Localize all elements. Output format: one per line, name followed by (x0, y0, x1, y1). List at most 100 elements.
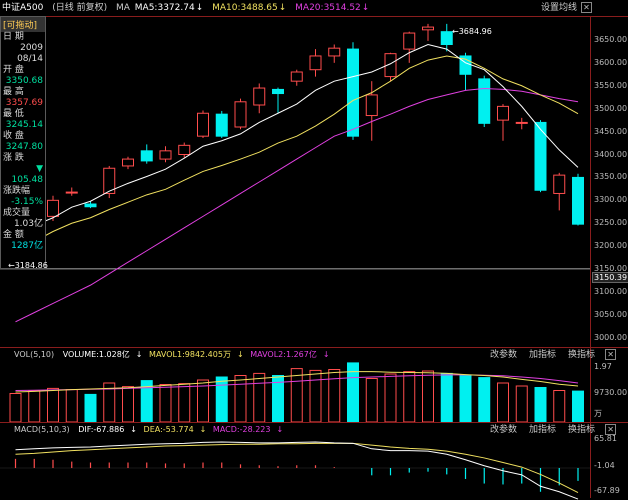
close-icon[interactable]: ✕ (605, 349, 617, 360)
candle-body (47, 199, 59, 217)
low-annotation-value: 3184.86 (14, 261, 48, 270)
ma10-value: MA10:3488.65 (212, 3, 278, 13)
high-value: 3357.69 (5, 98, 43, 108)
close-icon[interactable]: ✕ (605, 424, 617, 435)
data-window[interactable]: [可拖动] 日 期 2009 08/14 开 盘 3350.68 最 高 335… (0, 16, 46, 269)
high-annotation: ←3684.96 (452, 27, 492, 36)
add-indicator-button[interactable]: 加指标 (529, 425, 557, 435)
down-arrow-icon: ↓ (135, 350, 143, 359)
dea-value: DEA:-53.774 (143, 425, 194, 434)
candle-body (103, 167, 116, 194)
add-indicator-button[interactable]: 加指标 (529, 350, 557, 360)
candle-body (403, 32, 416, 50)
switch-indicator-button[interactable]: 换指标 (568, 425, 596, 435)
amount-value: 1287亿 (11, 241, 43, 251)
last-price-tag: 3150.39 (592, 272, 628, 283)
close-icon[interactable]: ✕ (581, 2, 593, 13)
mavol1-line (15, 371, 579, 393)
price-axis-label: 3550.00 (594, 80, 628, 90)
volume-bar (440, 372, 453, 422)
volume-bar (572, 390, 584, 422)
change-params-button[interactable]: 改参数 (490, 350, 518, 360)
macd-divider (0, 422, 628, 423)
change-params-button[interactable]: 改参数 (490, 425, 518, 435)
price-axis-line (590, 16, 591, 498)
volume-bar (365, 378, 378, 422)
macd-axis-bottom: -67.89 (594, 486, 620, 495)
volume-chart[interactable] (0, 360, 590, 422)
down-arrow-icon: ↓ (276, 425, 284, 434)
volume-axis-mid: 9730.00 (594, 388, 628, 397)
price-axis-label: 3500.00 (594, 103, 628, 113)
candle-body (272, 88, 284, 95)
macd-value: MACD:-28.223 (212, 425, 271, 434)
volume-indicator-name: VOL(5,10) (14, 350, 55, 359)
volume-bar (478, 377, 491, 422)
down-arrow-icon: ↓ (278, 3, 287, 13)
dif-value: DIF:-67.886 (78, 425, 125, 434)
volume-bar (553, 390, 566, 422)
mavol2-value: MAVOL2:1.267亿 (250, 350, 317, 359)
volume-bar (9, 393, 22, 422)
high-annotation-value: 3684.96 (458, 27, 492, 36)
candle-body (553, 174, 566, 194)
volume-bar (459, 374, 472, 422)
price-axis-label: 3050.00 (594, 309, 628, 319)
candle-body (234, 101, 247, 128)
dif-line (15, 441, 579, 500)
low-annotation: ←3184.86 (8, 261, 48, 270)
date-label: 日 期 (3, 32, 24, 42)
volume-bar (84, 393, 97, 422)
close-label: 收 盘 (3, 131, 24, 141)
volume-divider (0, 347, 628, 348)
candle-body (384, 53, 397, 78)
ma20-value: MA20:3514.52 (295, 3, 361, 13)
macd-axis-top: 65.81 (594, 434, 617, 443)
volume-axis-unit: 万 (594, 409, 602, 418)
macd-chart[interactable] (0, 436, 590, 500)
volume-bar (140, 380, 153, 422)
mavol1-value: MAVOL1:9842.405万 (149, 350, 231, 359)
ma10-line (15, 55, 579, 252)
candle-body (497, 105, 509, 121)
down-arrow-icon: ↓ (130, 425, 137, 434)
macd-indicator-name: MACD(5,10,3) (14, 425, 70, 434)
volume-bar (178, 383, 191, 422)
volume-axis-top: 1.97 (594, 362, 612, 371)
volume-bar (65, 389, 78, 422)
price-axis-label: 3300.00 (594, 195, 628, 205)
price-axis-label: 3650.00 (594, 34, 628, 44)
drag-handle[interactable]: [可拖动] (1, 17, 45, 32)
dea-line (15, 442, 579, 494)
switch-indicator-button[interactable]: 换指标 (568, 350, 596, 360)
candle-body (122, 158, 134, 167)
high-label: 最 高 (3, 87, 24, 97)
candle-body (140, 150, 153, 162)
volume-bar (422, 370, 434, 422)
price-axis-label: 3250.00 (594, 218, 628, 228)
price-axis-label: 3200.00 (594, 241, 628, 251)
index-name: 中证A500 (2, 3, 44, 13)
candle-body (197, 112, 209, 137)
candle-body (178, 144, 191, 155)
ma5-value: MA5:3372.74 (134, 3, 195, 13)
candle-body (309, 55, 322, 71)
change-value: ▼ 105.48 (11, 164, 44, 185)
open-label: 开 盘 (3, 65, 24, 75)
candle-body (365, 94, 378, 117)
volume-bar (215, 376, 228, 422)
candle-body (84, 203, 97, 208)
candlestick-chart[interactable] (0, 17, 590, 347)
down-arrow-icon: ↓ (322, 350, 330, 359)
ma-settings-button[interactable]: 设置均线 ✕ (541, 0, 598, 16)
close-value: 3247.80 (5, 142, 43, 152)
ma-settings-label: 设置均线 (541, 3, 578, 13)
open-value: 3350.68 (5, 76, 43, 86)
volume-bar (28, 390, 41, 422)
candle-body (422, 26, 434, 31)
candle-body (159, 150, 172, 160)
ma20-line (15, 87, 579, 323)
year-value: 2009 (20, 43, 43, 53)
price-axis-label: 3600.00 (594, 57, 628, 67)
date-value: 08/14 (17, 54, 43, 64)
